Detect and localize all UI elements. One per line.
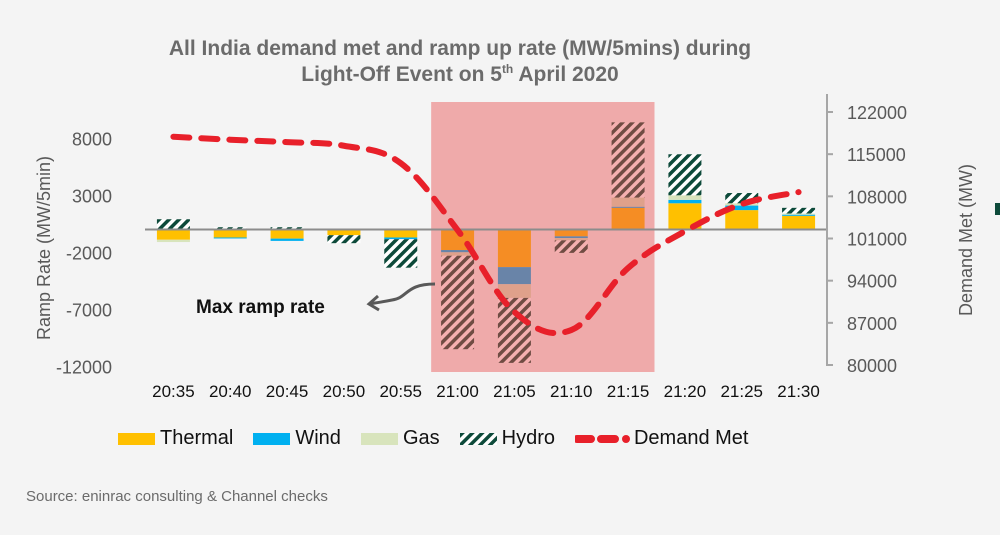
legend-thermal: Thermal bbox=[118, 427, 233, 450]
x-tick-label: 21:15 bbox=[607, 382, 650, 401]
x-tick-label: 21:05 bbox=[493, 382, 536, 401]
right-tick-label: 80000 bbox=[847, 356, 897, 376]
bar-hydro-2045 bbox=[270, 227, 304, 230]
bar-wind-2115 bbox=[611, 206, 645, 208]
bar-wind-2055 bbox=[384, 237, 418, 240]
bar-hydro-2125 bbox=[725, 193, 759, 204]
bar-thermal-2055 bbox=[384, 229, 418, 238]
x-tick-label: 21:30 bbox=[777, 382, 820, 401]
bar-hydro-2035 bbox=[156, 219, 190, 230]
bar-gas-2035 bbox=[156, 239, 190, 243]
bar-thermal-2115 bbox=[611, 207, 645, 230]
bar-wind-2120 bbox=[668, 199, 702, 204]
wind-swatch bbox=[253, 432, 291, 445]
bar-hydro-2130 bbox=[782, 207, 816, 214]
legend-gas-label: Gas bbox=[402, 427, 440, 449]
bar-gas-2100 bbox=[441, 252, 475, 256]
bar-thermal-2045 bbox=[270, 229, 304, 239]
bar-wind-2105 bbox=[497, 267, 531, 285]
right-tick-label: 87000 bbox=[847, 314, 897, 334]
bar-wind-2100 bbox=[441, 250, 475, 253]
bar-thermal-2110 bbox=[554, 229, 588, 237]
bar-hydro-2115 bbox=[611, 122, 645, 198]
bar-gas-2115 bbox=[611, 197, 645, 207]
demand-swatch bbox=[574, 434, 630, 443]
legend-wind: Wind bbox=[253, 427, 341, 450]
legend-gas: Gas bbox=[360, 427, 440, 450]
legend-thermal-label: Thermal bbox=[160, 427, 234, 449]
highlight-region bbox=[431, 102, 655, 372]
left-tick-label: -7000 bbox=[66, 300, 112, 320]
right-tick-label: 115000 bbox=[847, 145, 906, 165]
legend-wind-label: Wind bbox=[295, 427, 341, 449]
right-tick-label: 108000 bbox=[847, 187, 907, 207]
chart-area: 8000 3000 -2000 -7000 -12000 122000 115000 1080… bbox=[34, 94, 976, 401]
annotation-arrow bbox=[368, 282, 436, 306]
bar-hydro-2120 bbox=[668, 154, 702, 196]
legend-hydro-label: Hydro bbox=[501, 427, 555, 449]
title-line-2: Light-Off Event on 5th April 2020 bbox=[100, 62, 820, 88]
bar-wind-2040 bbox=[213, 237, 247, 239]
bar-thermal-2105 bbox=[497, 229, 531, 268]
right-tick-label: 101000 bbox=[847, 230, 907, 250]
legend-demand-label: Demand Met bbox=[633, 427, 749, 449]
left-tick-label: 8000 bbox=[72, 129, 112, 149]
gas-swatch bbox=[360, 432, 398, 445]
x-tick-label: 20:40 bbox=[209, 382, 252, 401]
x-tick-label: 21:25 bbox=[720, 382, 763, 401]
right-tick-label: 122000 bbox=[847, 103, 907, 123]
annotation-arrowhead bbox=[366, 294, 380, 312]
x-tick-label: 20:55 bbox=[379, 382, 422, 401]
bar-wind-2130 bbox=[782, 214, 816, 216]
edge-mark bbox=[995, 203, 1000, 215]
legend: Thermal Wind Gas Hydro Demand Met bbox=[118, 427, 768, 450]
bar-thermal-2050 bbox=[327, 229, 361, 236]
bar-gas-2105 bbox=[497, 284, 531, 298]
bar-thermal-2040 bbox=[213, 229, 247, 238]
bar-thermal-2125 bbox=[725, 210, 759, 230]
left-tick-label: 3000 bbox=[72, 186, 112, 206]
chart-title: All India demand met and ramp up rate (M… bbox=[100, 36, 820, 88]
bar-wind-2045 bbox=[270, 238, 304, 241]
source-note: Source: eninrac consulting & Channel che… bbox=[26, 488, 328, 505]
left-tick-label: -2000 bbox=[66, 243, 112, 263]
right-axis-label: Demand Met (MW) bbox=[956, 164, 976, 316]
title-line-1: All India demand met and ramp up rate (M… bbox=[168, 37, 752, 60]
legend-demand: Demand Met bbox=[574, 427, 749, 450]
title-line-2-end: April 2020 bbox=[513, 63, 619, 86]
bar-hydro-2100 bbox=[441, 255, 475, 350]
bar-gas-2110 bbox=[554, 238, 588, 241]
bar-gas-2120 bbox=[668, 195, 702, 200]
legend-hydro: Hydro bbox=[459, 427, 555, 450]
bar-thermal-2130 bbox=[782, 215, 816, 230]
thermal-swatch bbox=[118, 432, 155, 445]
x-tick-label: 21:10 bbox=[550, 382, 593, 401]
title-superscript: th bbox=[501, 62, 514, 76]
x-tick-label: 20:35 bbox=[152, 382, 195, 401]
x-tick-label: 20:45 bbox=[266, 382, 309, 401]
hydro-swatch bbox=[459, 432, 497, 445]
bar-hydro-2105 bbox=[497, 297, 531, 363]
x-tick-label: 20:50 bbox=[323, 382, 366, 401]
bar-wind-2110 bbox=[554, 236, 588, 239]
bar-wind-2125 bbox=[725, 205, 759, 211]
left-tick-label: -12000 bbox=[56, 357, 112, 377]
max-ramp-rate-annotation: Max ramp rate bbox=[196, 297, 325, 318]
bar-hydro-2110 bbox=[554, 240, 588, 253]
x-tick-label: 21:00 bbox=[436, 382, 479, 401]
right-tick-label: 94000 bbox=[847, 272, 897, 292]
bar-hydro-2050 bbox=[327, 235, 361, 244]
title-line-2-text: Light-Off Event on 5 bbox=[301, 63, 502, 86]
bar-hydro-2055 bbox=[384, 239, 418, 268]
bar-thermal-2035 bbox=[156, 229, 190, 240]
x-tick-label: 21:20 bbox=[664, 382, 707, 401]
bar-hydro-2040 bbox=[213, 227, 247, 230]
left-axis-label: Ramp Rate (MW/5min) bbox=[34, 156, 54, 340]
bar-gas-2130 bbox=[782, 213, 816, 215]
